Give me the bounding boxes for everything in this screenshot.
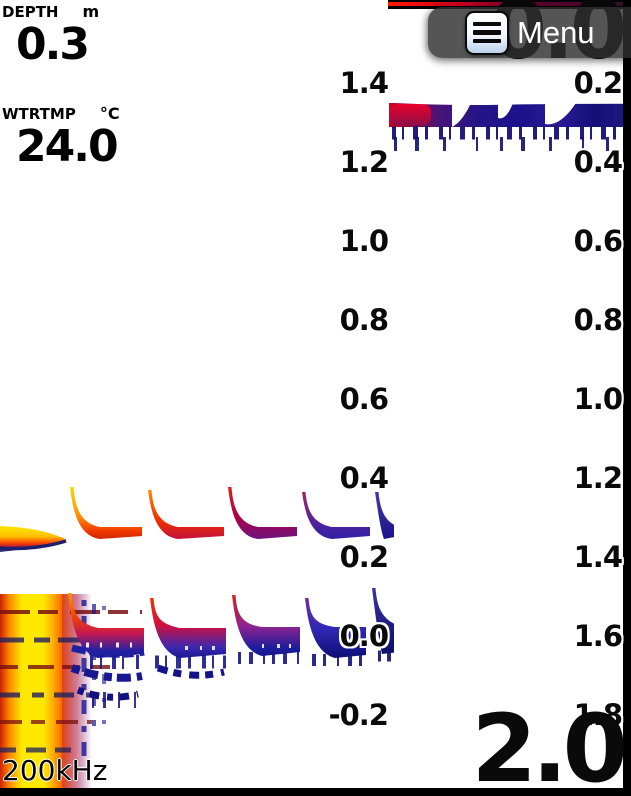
left-scale-tick: -0.2	[328, 698, 389, 732]
left-scale-tick: 1.2	[339, 145, 389, 179]
depth-value: 0.3	[16, 19, 90, 70]
left-scale-tick: 0.0	[339, 619, 389, 653]
left-scale-tick: 0.4	[339, 461, 389, 495]
frequency-label: 200kHz	[2, 754, 108, 787]
menu-button-label: Menu	[517, 14, 595, 50]
left-scale-tick: 0.6	[339, 382, 389, 416]
right-border-strip	[623, 0, 631, 788]
menu-button[interactable]: Menu	[428, 7, 631, 58]
right-scale-tick: 0.8	[573, 303, 623, 337]
water-temp-value: 24.0	[16, 121, 119, 172]
depth-unit: m	[82, 2, 100, 21]
hamburger-icon	[465, 10, 509, 55]
range-lower-limit: 2.0	[471, 695, 628, 796]
depth-overlay: DEPTH m 0.3	[2, 2, 99, 67]
water-temp-overlay: WTRTMP °C 24.0	[2, 104, 120, 169]
right-scale-tick: 0.6	[573, 224, 623, 258]
depth-label: DEPTH	[2, 3, 59, 21]
bottom-border-bar	[0, 788, 631, 796]
left-scale-tick: 1.0	[339, 224, 389, 258]
left-scale-tick: 1.4	[339, 66, 389, 100]
right-scale-tick: 1.6	[573, 619, 623, 653]
right-scale-tick: 0.4	[573, 145, 623, 179]
right-scale-tick: 0.2	[573, 66, 623, 100]
right-sonar-traces	[388, 0, 631, 151]
water-temp-label: WTRTMP	[2, 105, 76, 123]
right-scale-tick: 1.8	[573, 698, 623, 732]
water-temp-unit: °C	[99, 104, 120, 123]
right-scale-tick: 1.4	[573, 540, 623, 574]
right-scale-tick: 1.0	[573, 382, 623, 416]
right-scale-tick: 1.2	[573, 461, 623, 495]
left-sonar-traces	[0, 487, 394, 788]
left-scale-tick: 0.2	[339, 540, 389, 574]
left-scale-tick: 0.8	[339, 303, 389, 337]
